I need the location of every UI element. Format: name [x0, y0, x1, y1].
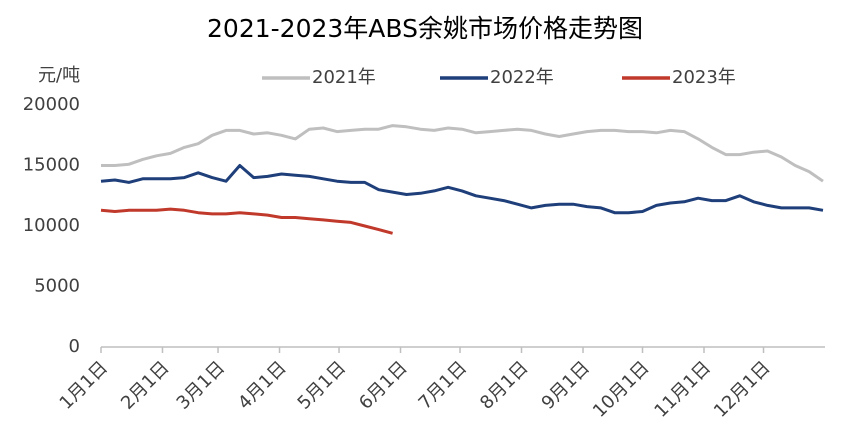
x-tick-label: 4月1日 — [234, 357, 291, 414]
x-tick-label: 3月1日 — [173, 357, 230, 414]
x-tick-label: 8月1日 — [476, 357, 533, 414]
x-tick-label: 12月1日 — [710, 357, 775, 422]
x-tick-label: 2月1日 — [117, 357, 174, 414]
x-tick-label: 9月1日 — [538, 357, 595, 414]
legend-label: 2022年 — [490, 67, 554, 88]
series-line — [101, 124, 824, 183]
x-tick-label: 7月1日 — [415, 357, 472, 414]
x-tick-label: 1月1日 — [56, 357, 113, 414]
x-tick-label: 6月1日 — [355, 357, 412, 414]
y-tick-label: 0 — [69, 336, 80, 357]
x-tick-label: 10月1日 — [589, 357, 654, 422]
y-tick-label: 20000 — [23, 94, 80, 115]
series-line — [100, 207, 393, 235]
legend-label: 2023年 — [672, 67, 736, 88]
chart-title: 2021-2023年ABS余姚市场价格走势图 — [207, 14, 643, 43]
x-tick-label: 11月1日 — [650, 357, 715, 422]
y-tick-label: 10000 — [23, 215, 80, 236]
y-axis-label: 元/吨 — [38, 65, 80, 86]
legend-label: 2021年 — [312, 67, 376, 88]
y-tick-label: 15000 — [23, 155, 80, 176]
y-tick-label: 5000 — [34, 276, 80, 297]
series-line — [100, 164, 824, 215]
x-tick-label: 5月1日 — [294, 357, 351, 414]
